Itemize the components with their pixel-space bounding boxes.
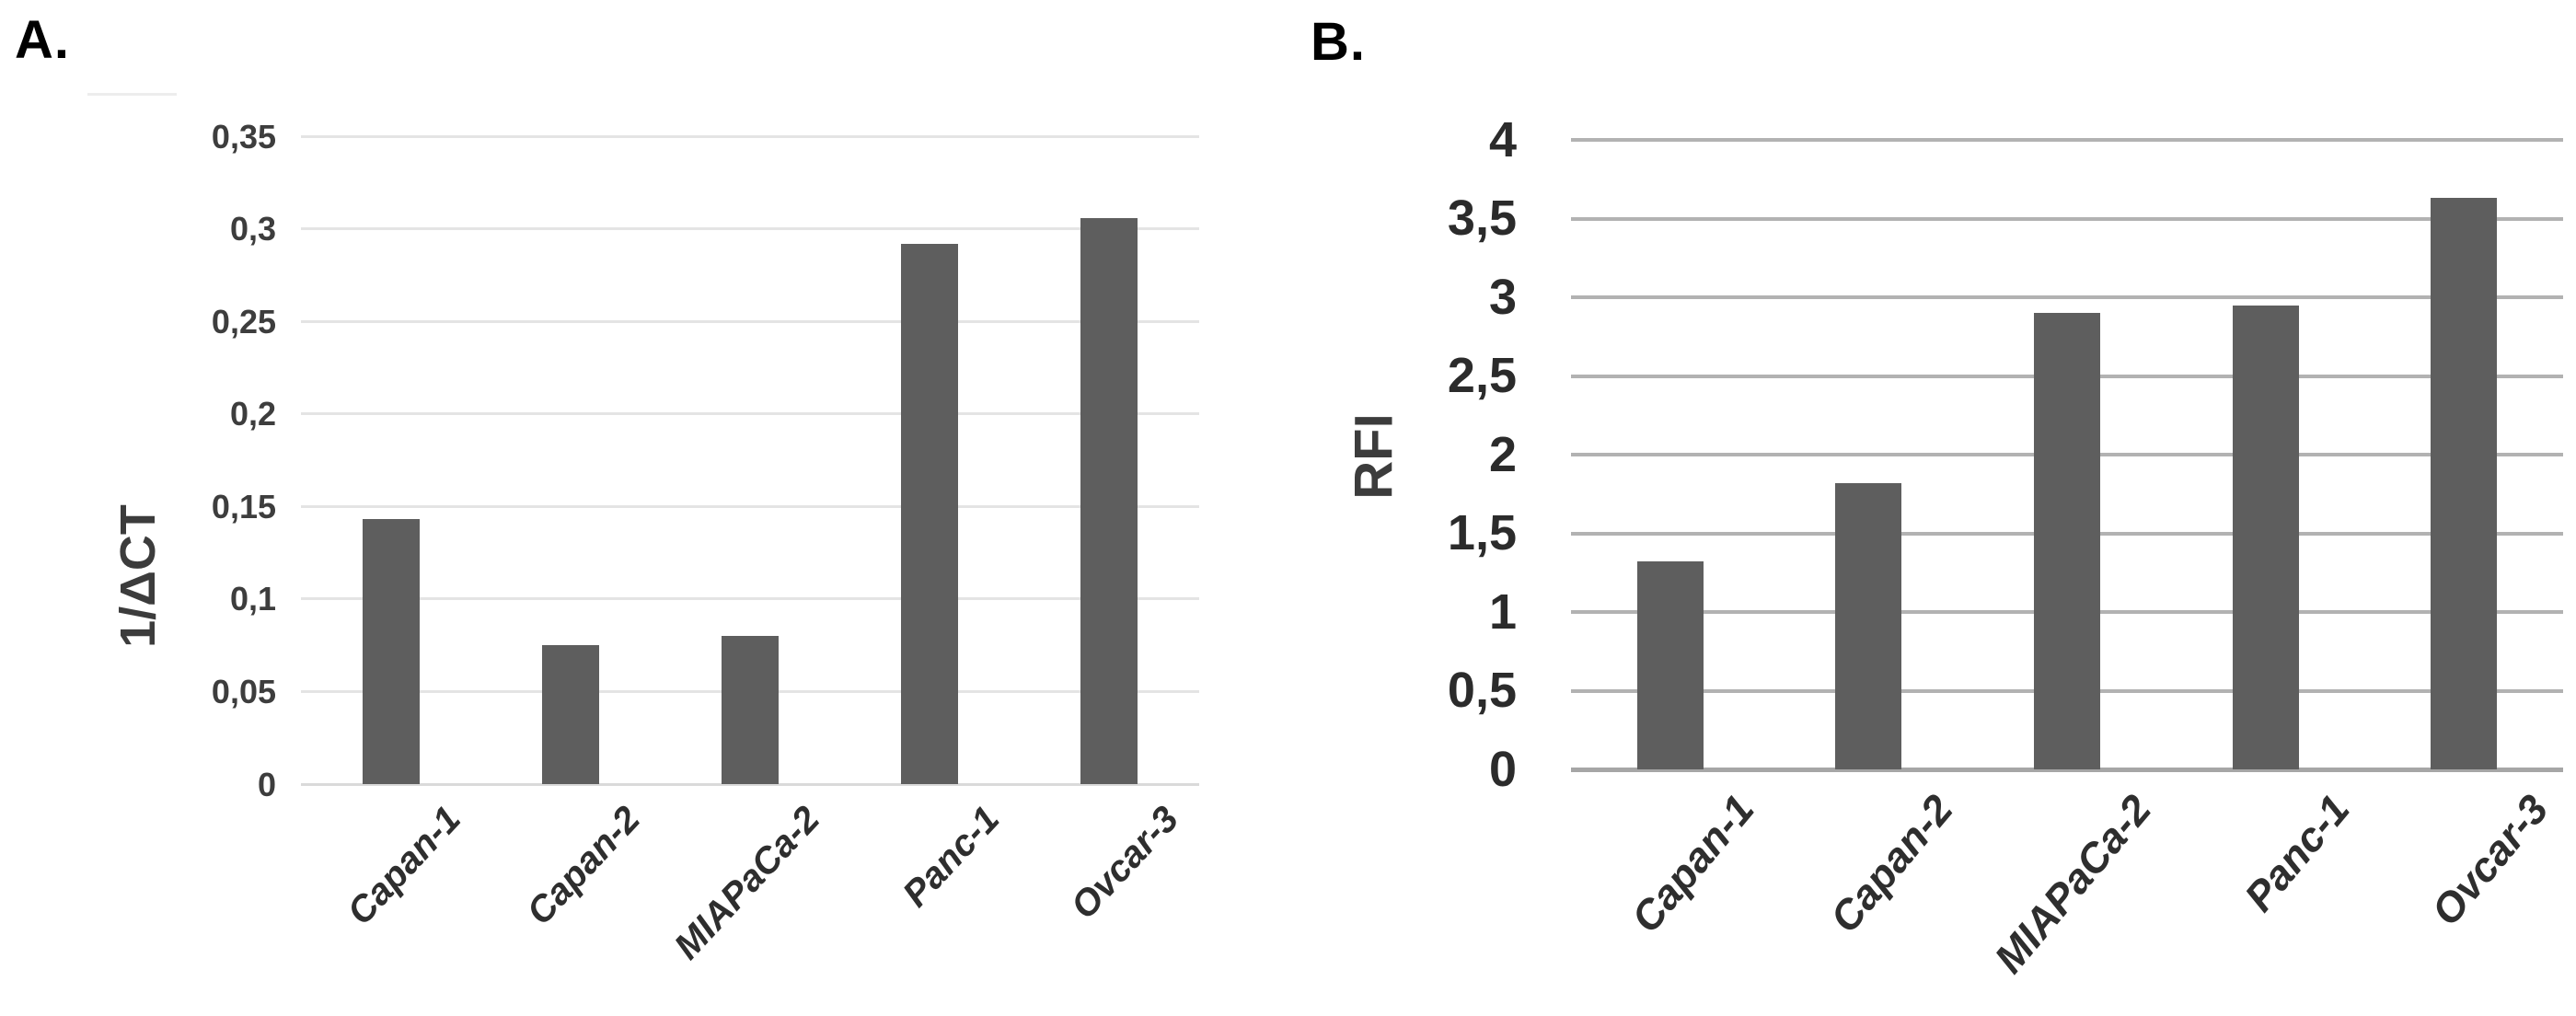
y-tick-label: 0,05: [211, 672, 276, 710]
bar-capan-1: [362, 519, 420, 784]
gridline: [301, 134, 1199, 138]
bar-miapaca-2: [2034, 313, 2100, 769]
x-category-label: Capan-1: [1622, 786, 1763, 941]
bar-capan-2: [541, 645, 599, 784]
y-tick-label: 0,15: [211, 487, 276, 525]
gridline: [301, 412, 1199, 416]
gridline: [301, 319, 1199, 323]
bar-panc-1: [901, 243, 959, 784]
y-tick-label: 3,5: [1447, 190, 1517, 246]
y-tick-label: 4: [1488, 111, 1517, 167]
gridline: [1571, 138, 2563, 142]
bar-panc-1: [2232, 305, 2299, 769]
x-category-label: Ovcar-3: [2421, 786, 2558, 935]
x-category-label: Panc-1: [2235, 786, 2359, 920]
panel-b-label: B.: [1311, 12, 1366, 72]
y-tick-label: 2: [1488, 426, 1517, 482]
gridline: [301, 504, 1199, 508]
gridline: [1571, 295, 2563, 299]
gridline: [301, 227, 1199, 231]
y-tick-label: 0: [1488, 741, 1517, 797]
x-axis-line: [1571, 767, 2563, 772]
bar-ovcar-3: [2431, 198, 2498, 769]
x-axis-line: [301, 782, 1199, 786]
y-tick-label: 0,2: [229, 395, 276, 433]
y-tick-label: 0,25: [211, 302, 276, 341]
y-tick-label: 2,5: [1447, 348, 1517, 403]
x-category-label: MIAPaCa-2: [1984, 786, 2161, 982]
x-category-label: Capan-2: [1820, 786, 1962, 941]
bar-miapaca-2: [722, 636, 779, 784]
y-tick-label: 1,5: [1447, 505, 1517, 560]
y-tick-label: 0,5: [1447, 663, 1517, 718]
bar-capan-2: [1835, 482, 1902, 769]
y-tick-label: 0,35: [211, 117, 276, 156]
bar-ovcar-3: [1080, 217, 1138, 784]
gridline: [1571, 216, 2563, 221]
artifact-line: [87, 93, 177, 96]
bar-capan-1: [1636, 561, 1704, 769]
y-tick-label: 0,3: [229, 210, 276, 248]
gridline: [301, 597, 1199, 601]
y-tick-label: 3: [1488, 269, 1517, 325]
y-tick-label: 0,1: [229, 580, 276, 618]
y-tick-label: 0: [257, 765, 276, 803]
y-tick-label: 1: [1488, 583, 1517, 640]
panel-a-label: A.: [15, 10, 70, 70]
